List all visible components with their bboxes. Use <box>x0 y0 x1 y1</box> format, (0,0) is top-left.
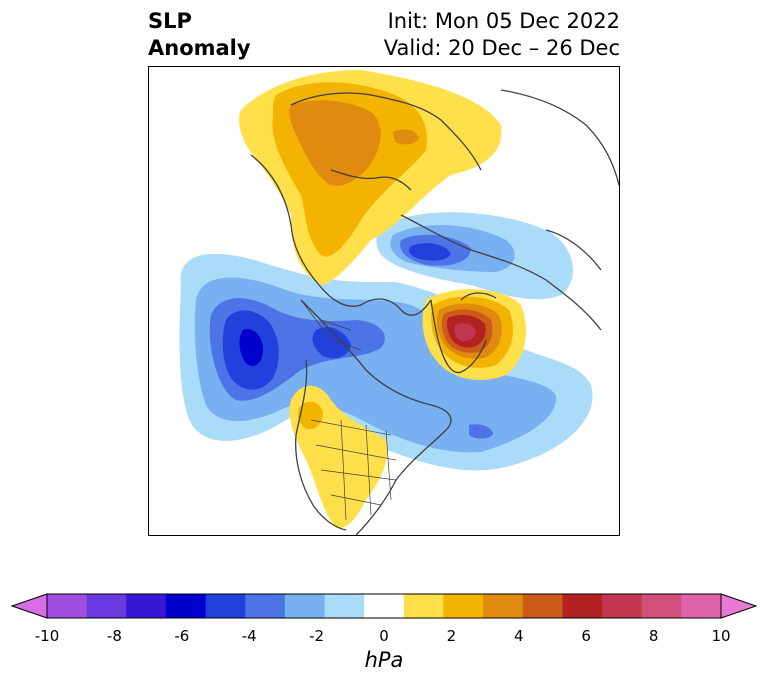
colorbar-swatches <box>47 594 722 618</box>
colorbar-swatch <box>245 594 286 618</box>
valid-date-range: Valid: 20 Dec – 26 Dec <box>383 36 620 60</box>
colorbar-swatch <box>681 594 722 618</box>
colorbar-tick-label: -2 <box>309 627 325 645</box>
colorbar-tick-label: 10 <box>711 627 731 645</box>
colorbar-tick-label: 4 <box>514 627 524 645</box>
colorbar-tick-label: 2 <box>446 627 457 645</box>
map-dates: Init: Mon 05 Dec 2022 Valid: 20 Dec – 26… <box>384 8 620 62</box>
colorbar-tick-label: -8 <box>106 627 122 645</box>
positive-anomaly-united-states <box>289 385 388 529</box>
colorbar-swatch <box>364 594 405 618</box>
negative-anomaly-north-pacific <box>179 253 593 471</box>
colorbar-extend-low <box>10 593 48 619</box>
title-line-2: Anomaly <box>148 36 251 60</box>
colorbar-swatch <box>602 594 643 618</box>
colorbar-swatch <box>165 594 207 618</box>
map-title: SLP Anomaly <box>148 8 251 62</box>
colorbar-swatch <box>47 594 88 618</box>
colorbar-swatch <box>483 594 524 618</box>
init-date: Init: Mon 05 Dec 2022 <box>387 9 620 33</box>
colorbar-swatch <box>324 594 365 618</box>
colorbar-tick-label: -4 <box>241 627 257 645</box>
positive-anomaly-greenland <box>422 289 526 380</box>
colorbar-tick-label: 0 <box>379 627 389 645</box>
map-panel <box>148 66 620 536</box>
colorbar-swatch <box>126 594 167 618</box>
colorbar-extend-high <box>720 593 758 619</box>
colorbar-outline <box>46 593 722 619</box>
colorbar-tick-label: -6 <box>174 627 190 645</box>
colorbar-swatch <box>443 594 484 618</box>
colorbar-tick-label: 8 <box>648 627 659 645</box>
colorbar-tick-label: -10 <box>34 627 60 645</box>
colorbar-tick-label: 6 <box>581 627 591 645</box>
negative-anomaly-western-atlantic <box>419 408 497 449</box>
colorbar-swatch <box>403 594 445 618</box>
colorbar-swatch <box>284 594 326 618</box>
positive-anomaly-siberia <box>238 70 502 285</box>
colorbar-units: hPa <box>364 648 404 672</box>
colorbar-swatch <box>522 594 564 618</box>
state-borders <box>300 299 397 521</box>
colorbar <box>10 593 758 619</box>
title-line-1: SLP <box>148 9 192 33</box>
continent-outlines <box>250 89 619 535</box>
colorbar-swatch <box>205 594 246 618</box>
colorbar-swatch <box>86 594 127 618</box>
slp-anomaly-map <box>179 70 619 535</box>
colorbar-swatch <box>562 594 603 618</box>
colorbar-swatch <box>641 594 682 618</box>
